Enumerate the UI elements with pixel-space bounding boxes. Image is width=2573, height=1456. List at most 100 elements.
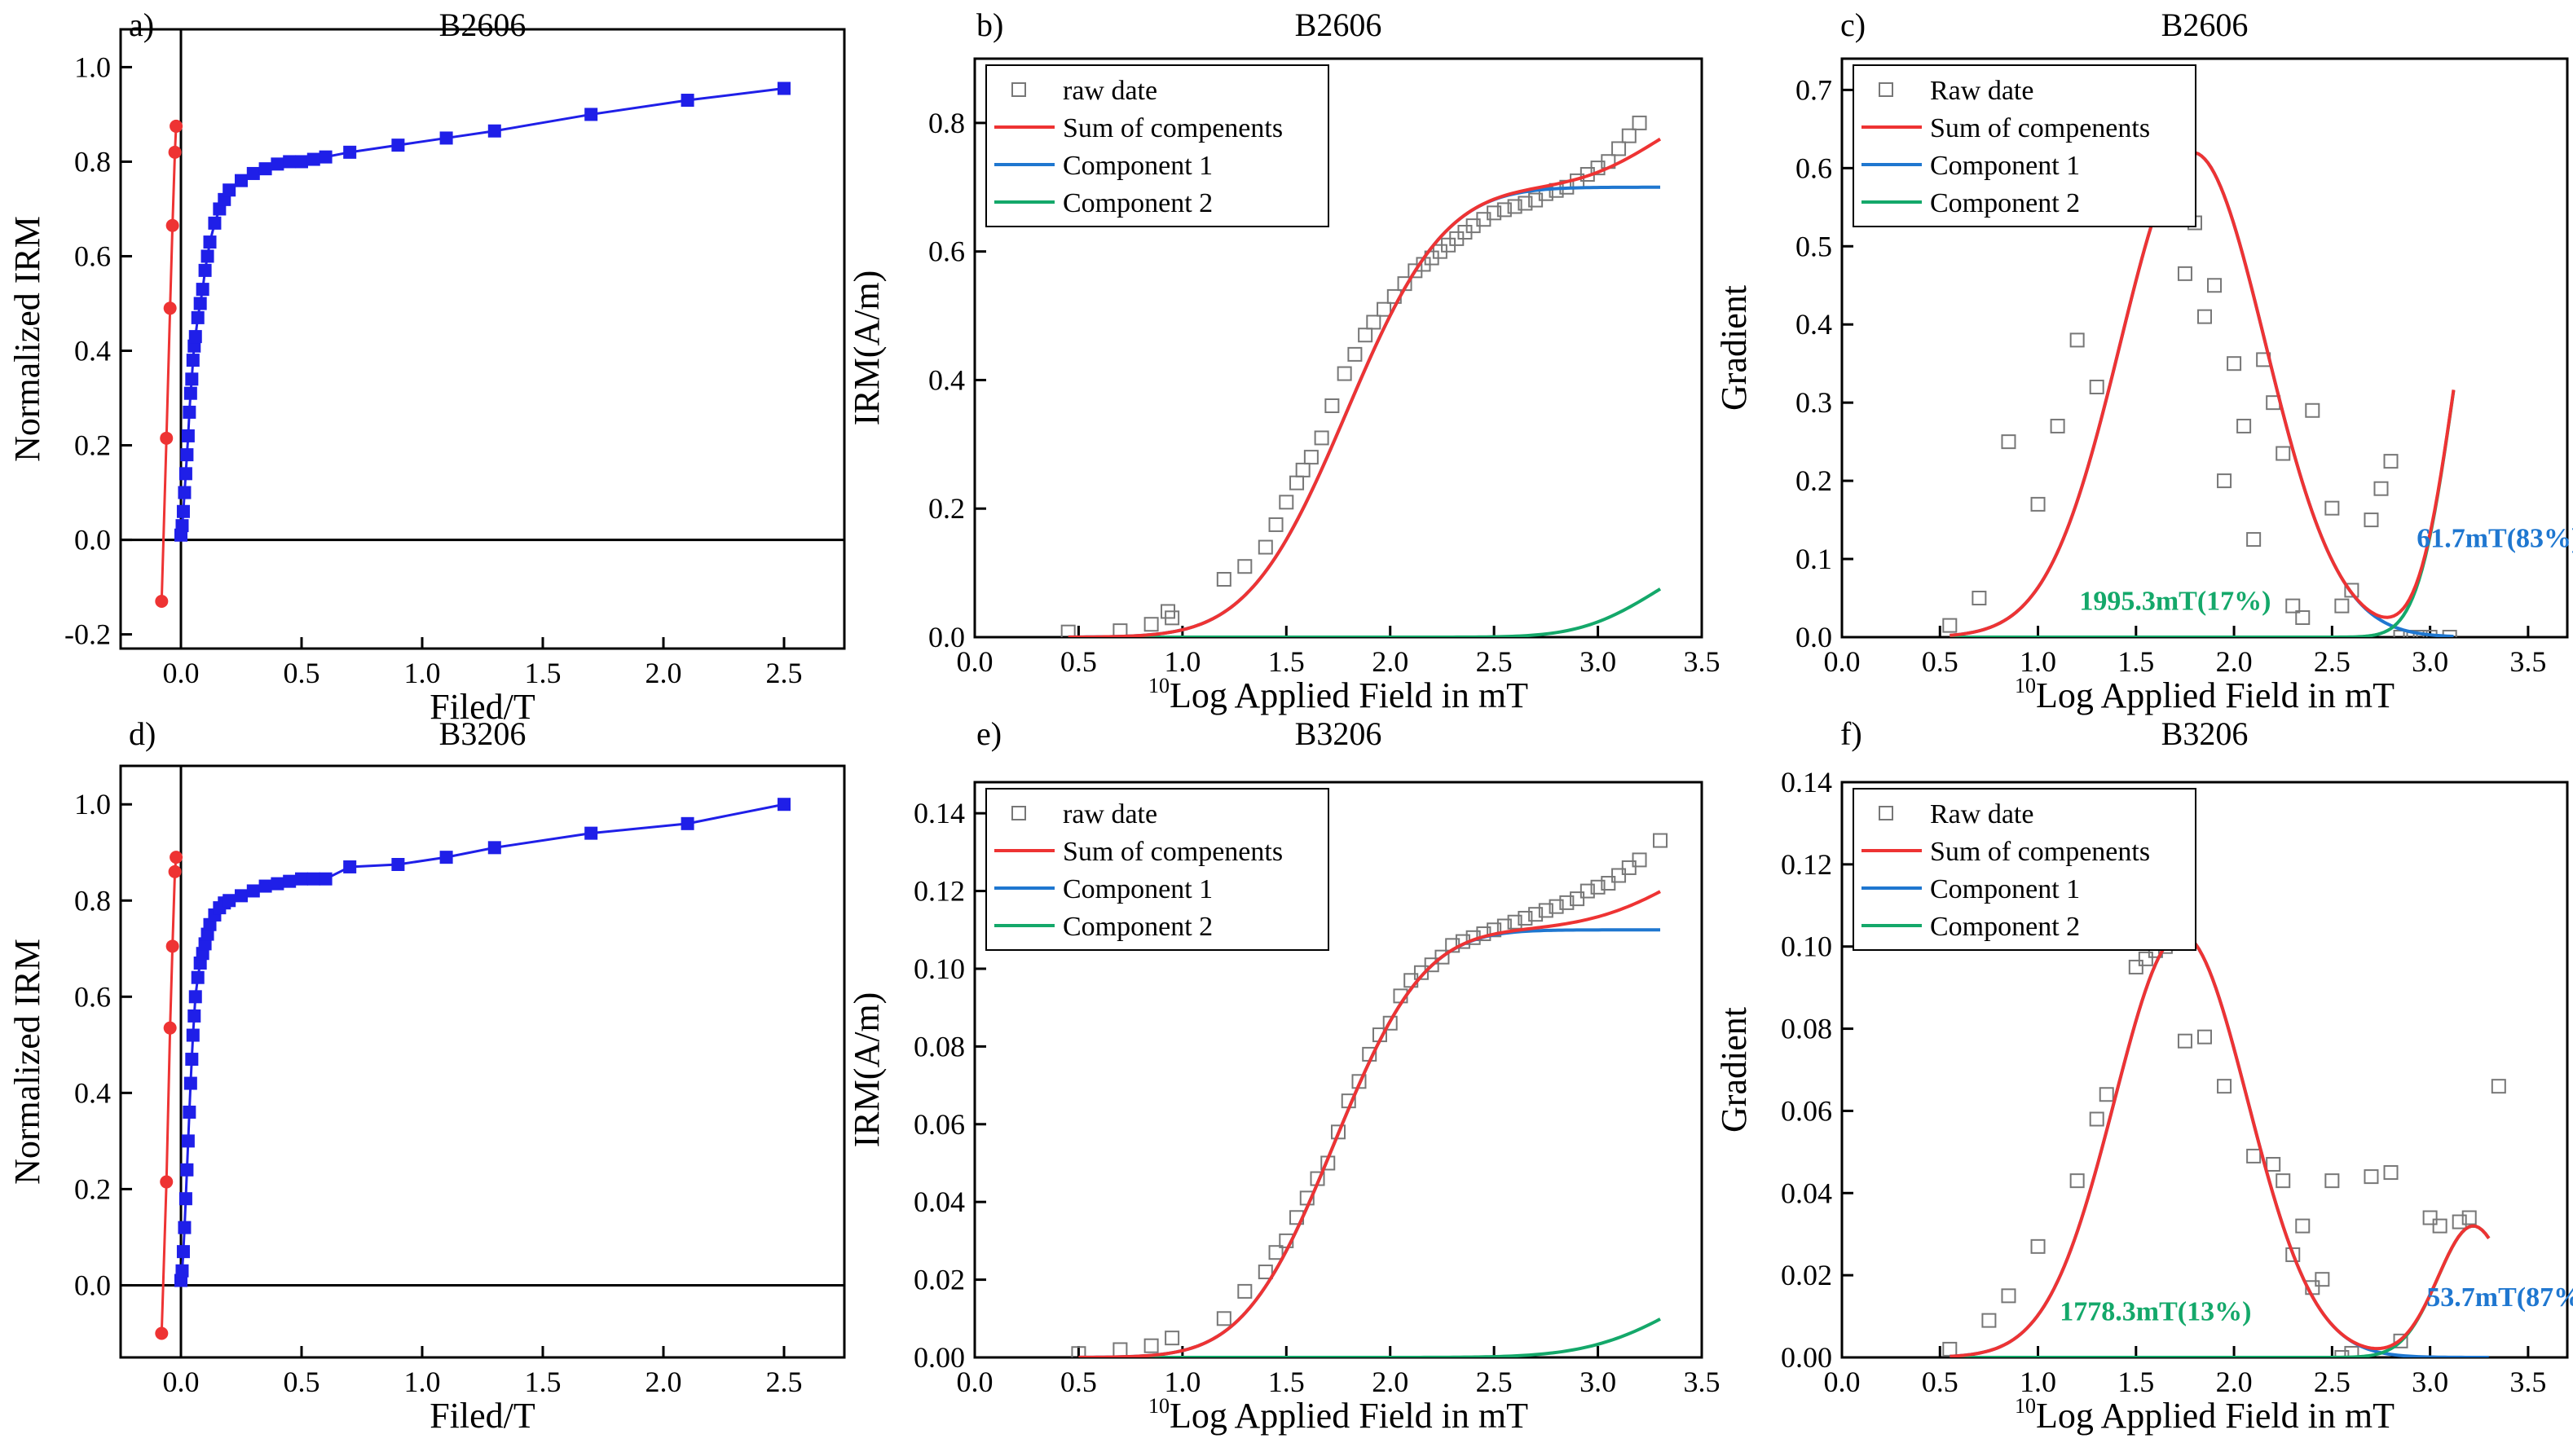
panel-label: a) [129,7,154,43]
raw-data-point [1112,1342,1128,1357]
y-tick-label: 0.4 [74,335,111,367]
raw-data-point [1071,1346,1086,1357]
chart-title: B3206 [1295,715,1382,752]
raw-data-point [1289,475,1305,490]
data-point-backfield [163,301,177,315]
raw-data-point [2030,496,2046,512]
x-axis-label-sup: 10 [1148,674,1170,697]
series-line-backfield [160,125,178,602]
series-line-acquisition [179,803,785,1281]
y-tick-label: 0.8 [74,145,111,178]
raw-data-point [1258,539,1273,555]
x-tick-label: 3.5 [2509,645,2546,678]
data-point-acquisition [246,166,260,180]
data-point-acquisition [191,970,205,984]
raw-data-point [1518,196,1533,211]
data-point-acquisition [439,131,453,145]
raw-data-point [1324,398,1340,413]
chart-title: B3206 [439,715,526,752]
legend-label: Raw date [1930,76,2033,106]
y-tick-label: 0.04 [914,1185,965,1218]
raw-data-point [2334,598,2350,614]
x-axis-label-text: Log Applied Field in mT [1170,1396,1528,1436]
data-point-acquisition [183,1105,196,1119]
y-tick-label: 0.00 [914,1341,965,1374]
raw-data-point [2422,1210,2438,1225]
data-point-acquisition [271,877,284,891]
data-point-acquisition [258,162,272,176]
data-point-backfield [155,1326,169,1340]
legend-marker-raw [1879,82,1893,97]
panel-label: d) [129,715,156,752]
raw-data-point [2246,1148,2262,1163]
panel-d: d) B3206 0.0 0.5 1.0 1.5 2.0 2.5 0.0 0.2 0.4 0.6 0.8… [7,715,846,1436]
raw-data-point [1268,1245,1284,1260]
y-tick-label: 0.10 [1781,930,1832,963]
component-2-curve [1068,587,1662,637]
raw-data-point [1621,860,1637,875]
raw-data-point [2099,1087,2114,1102]
y-tick-label: 0.4 [74,1076,111,1109]
series-line-acquisition [179,87,785,535]
data-point-acquisition [222,183,236,197]
raw-data-point [1434,949,1450,965]
legend-label: Sum of compenents [1063,113,1283,143]
legend-marker-raw [1011,806,1026,820]
component-annotation: 1995.3mT(17%) [2079,586,2271,616]
raw-data-point [1143,617,1159,632]
raw-data-point [2001,1288,2016,1304]
raw-data-point [1496,202,1512,218]
data-point-acquisition [178,1221,192,1234]
raw-data-point [2227,356,2242,372]
x-tick-label: 1.0 [2020,645,2056,678]
y-tick-label: 0.02 [914,1264,965,1296]
y-axis-label: Normalized IRM [7,216,47,462]
raw-data-point [2412,630,2428,637]
raw-data-point [1518,910,1533,926]
y-tick-label: 0.10 [914,952,965,985]
y-tick-label: 0.6 [74,980,111,1013]
raw-data-point [1507,914,1522,930]
data-point-acquisition [178,486,192,499]
x-tick-label: 2.5 [1476,1366,1513,1398]
data-point-acquisition [181,1134,195,1148]
y-tick-label: 0.1 [1795,543,1832,575]
raw-data-point [2383,1165,2399,1181]
legend: Raw date Sum of compenents Component 1 Comp… [1853,64,2196,227]
raw-data-point [1303,450,1319,465]
y-tick-label: 0.2 [1795,464,1832,497]
data-point-acquisition [319,150,333,164]
data-point-acquisition [186,354,200,367]
data-point-backfield [168,864,182,878]
x-axis-label-sup: 10 [2015,1394,2036,1418]
plot-area [121,766,844,1357]
raw-data-point [1570,891,1585,907]
x-tick-label: 1.5 [2117,645,2154,678]
data-point-acquisition [343,145,357,159]
x-tick-label: 0.0 [957,1366,994,1398]
raw-data-point [2050,418,2065,433]
raw-data-point [2217,1079,2232,1094]
data-point-backfield [163,1021,177,1035]
panel-a: a) B2606 0.0 0.5 1.0 1.5 2.0 2.5 -0.2 0.0 0.2 0.4 0.… [7,7,846,727]
raw-data-point [2001,434,2016,450]
x-axis-label: 10Log Applied Field in mT [2015,674,2395,715]
raw-data-point [1972,591,1987,606]
legend-label: Component 2 [1063,912,1213,942]
x-tick-label: 2.5 [1476,645,1513,678]
panel-label: b) [976,7,1003,43]
data-point-acquisition [185,372,199,386]
raw-data-point [1507,199,1522,214]
raw-data-point [2364,512,2379,528]
raw-data-point [1579,883,1595,899]
x-axis-label-text: Log Applied Field in mT [1170,675,1528,715]
raw-data-point [2442,630,2457,637]
raw-data-point [2207,278,2223,293]
x-tick-label: 2.5 [2314,645,2351,678]
x-tick-label: 2.0 [1372,645,1408,678]
y-tick-label: 0.08 [1781,1013,1832,1045]
data-point-acquisition [584,108,598,121]
x-tick-label: 0.0 [163,657,200,689]
x-tick-label: 1.0 [404,1366,441,1398]
